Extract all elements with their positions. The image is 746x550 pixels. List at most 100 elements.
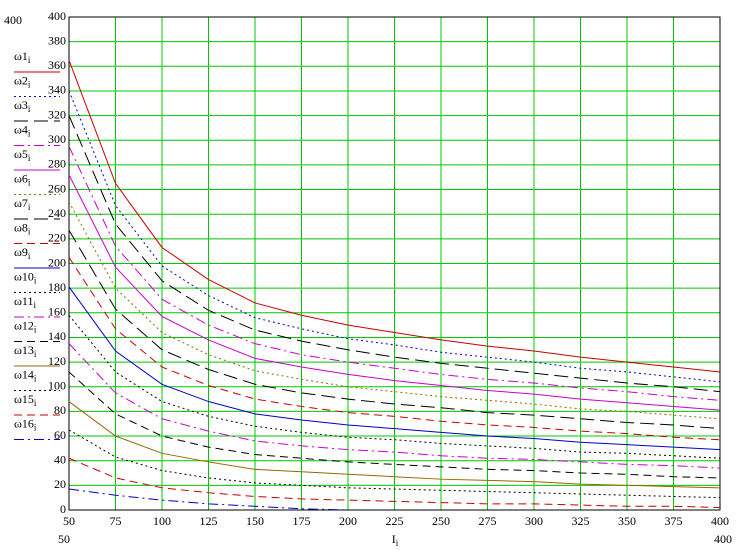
legend-subscript: i: [34, 423, 37, 433]
x-limit-label: 400: [714, 532, 732, 546]
legend-name: ω1: [14, 49, 28, 63]
x-tick-label: 350: [618, 514, 636, 528]
legend-label: ω15i: [14, 392, 37, 408]
legend-subscript: i: [28, 202, 31, 212]
x-tick-label: 300: [525, 514, 543, 528]
y-tick-label: 40: [54, 452, 66, 466]
y-tick-label: 80: [54, 403, 66, 417]
x-tick-label: 50: [63, 514, 75, 528]
legend-label: ω13i: [14, 343, 37, 359]
y-tick-label: 300: [48, 132, 66, 146]
series-line: [68, 488, 349, 511]
legend-subscript: i: [28, 153, 31, 163]
series-line: [68, 115, 721, 393]
x-limit-label: 50: [58, 532, 70, 546]
series-line: [68, 429, 721, 499]
y-tick-label: 260: [48, 181, 66, 195]
legend-subscript: i: [34, 276, 37, 286]
x-tick-label: 375: [665, 514, 683, 528]
x-tick-label: 175: [293, 514, 311, 528]
legend-subscript: i: [34, 349, 37, 359]
series-line: [68, 174, 721, 411]
legend-subscript: i: [33, 300, 36, 310]
x-tick-label: 100: [153, 514, 171, 528]
legend-name: ω2: [14, 73, 28, 87]
y-tick-label: 120: [48, 354, 66, 368]
legend-subscript: i: [34, 325, 37, 335]
y-tick-label: 140: [48, 329, 66, 343]
legend-subscript: i: [28, 129, 31, 139]
legend-label: ω14i: [14, 367, 37, 383]
legend-subscript: i: [28, 55, 31, 65]
legend-label: ω2i: [14, 73, 31, 89]
legend-subscript: i: [34, 374, 37, 384]
legend-name: ω10: [14, 269, 34, 283]
legend-name: ω15: [14, 392, 34, 406]
x-tick-label: 325: [572, 514, 590, 528]
legend-label: ω3i: [14, 98, 31, 114]
legend-name: ω11: [14, 294, 33, 308]
y-tick-label: 240: [48, 206, 66, 220]
y-tick-label: 160: [48, 305, 66, 319]
series-line: [68, 371, 721, 479]
series-line: [68, 257, 721, 441]
y-limit-label: 400: [4, 13, 22, 27]
legend-label: ω9i: [14, 245, 31, 261]
legend-label: ω10i: [14, 269, 37, 285]
legend-name: ω6: [14, 171, 28, 185]
y-tick-label: 220: [48, 231, 66, 245]
y-tick-label: 320: [48, 107, 66, 121]
x-axis-label: Ii: [392, 532, 399, 548]
legend-subscript: i: [28, 227, 31, 237]
series-line: [68, 59, 721, 373]
y-tick-label: 280: [48, 157, 66, 171]
x-tick-label: 125: [200, 514, 218, 528]
legend-name: ω14: [14, 367, 34, 381]
y-tick-label: 380: [48, 33, 66, 47]
y-tick-label: 360: [48, 58, 66, 72]
legend-subscript: i: [34, 398, 37, 408]
y-tick-label: 340: [48, 83, 66, 97]
legend-name: ω13: [14, 343, 34, 357]
series-line: [68, 201, 721, 420]
legend-label: ω5i: [14, 147, 31, 163]
legend-name: ω3: [14, 98, 28, 112]
legend-label: ω16i: [14, 416, 37, 432]
y-tick-label: 400: [48, 9, 66, 23]
legend-label: ω4i: [14, 122, 31, 138]
legend-name: ω8: [14, 220, 28, 234]
legend-label: ω8i: [14, 220, 31, 236]
x-tick-label: 250: [432, 514, 450, 528]
plot-border: [68, 16, 721, 511]
x-tick-label: 225: [386, 514, 404, 528]
legend-label: ω11i: [14, 294, 36, 310]
legend-name: ω16: [14, 416, 34, 430]
legend-label: ω6i: [14, 171, 31, 187]
series-line: [68, 229, 721, 430]
legend-subscript: i: [28, 104, 31, 114]
legend-label: ω12i: [14, 318, 37, 334]
series-line: [68, 286, 721, 451]
legend-name: ω7: [14, 196, 28, 210]
legend-name: ω4: [14, 122, 28, 136]
legend-subscript: i: [28, 178, 31, 188]
series-line: [68, 457, 721, 509]
legend-subscript: i: [28, 80, 31, 90]
y-tick-label: 200: [48, 255, 66, 269]
series-line: [68, 401, 721, 489]
legend-name: ω12: [14, 318, 34, 332]
x-tick-label: 150: [246, 514, 264, 528]
x-axis-label-main: I: [392, 532, 396, 546]
x-axis-label-subscript: i: [396, 538, 399, 548]
x-tick-label: 75: [110, 514, 122, 528]
y-tick-label: 20: [54, 477, 66, 491]
y-tick-label: 100: [48, 379, 66, 393]
legend-label: ω1i: [14, 49, 31, 65]
y-tick-label: 60: [54, 428, 66, 442]
legend-subscript: i: [28, 251, 31, 261]
y-tick-label: 180: [48, 280, 66, 294]
series-line: [68, 146, 721, 401]
legend-label: ω7i: [14, 196, 31, 212]
